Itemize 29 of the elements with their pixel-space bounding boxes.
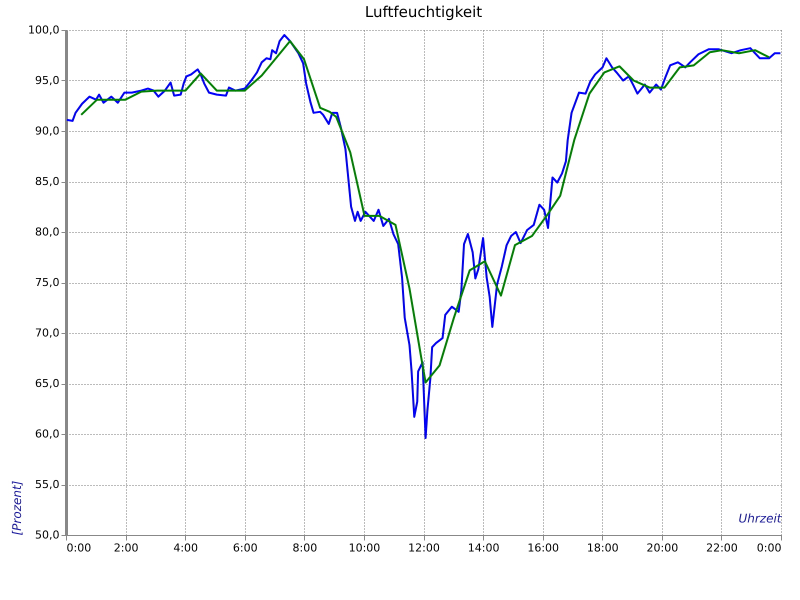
y-tick-label: 70,0 xyxy=(35,326,60,340)
y-tick-label: 50,0 xyxy=(35,528,60,542)
y-tick-label: 85,0 xyxy=(35,175,60,188)
x-tick-label: 8:00 xyxy=(292,542,318,554)
x-tick-label: 22:00 xyxy=(706,542,738,554)
x-tick-label: 12:00 xyxy=(408,542,440,554)
line-series xyxy=(66,34,782,440)
y-tick-label: 90,0 xyxy=(35,124,60,138)
x-axis-title: Uhrzeit xyxy=(738,512,783,526)
y-tick-label: 95,0 xyxy=(35,74,60,87)
y-axis-title: [Prozent] xyxy=(10,480,24,536)
y-tick-label: 55,0 xyxy=(35,478,60,491)
y-tick-label: 65,0 xyxy=(35,377,60,390)
y-tick-label: 100,0 xyxy=(28,24,60,36)
chart-title: Luftfeuchtigkeit xyxy=(364,3,482,21)
x-tick-label: 16:00 xyxy=(527,542,560,554)
x-tick-label: 0:00 xyxy=(66,542,92,554)
x-tick-label: 6:00 xyxy=(232,542,258,554)
y-tick-label: 80,0 xyxy=(35,226,60,238)
x-tick-label: 20:00 xyxy=(646,542,678,554)
x-tick-label: 0:00 xyxy=(756,542,782,554)
x-tick-label: 18:00 xyxy=(586,542,619,554)
y-tick-label: 60,0 xyxy=(35,428,60,440)
x-tick-label: 2:00 xyxy=(114,542,138,554)
x-tick-label: 14:00 xyxy=(468,542,500,554)
line-series xyxy=(80,40,770,384)
y-tick-label: 75,0 xyxy=(35,276,60,289)
x-tick-label: 10:00 xyxy=(348,542,380,554)
x-tick-label: 4:00 xyxy=(173,542,198,554)
